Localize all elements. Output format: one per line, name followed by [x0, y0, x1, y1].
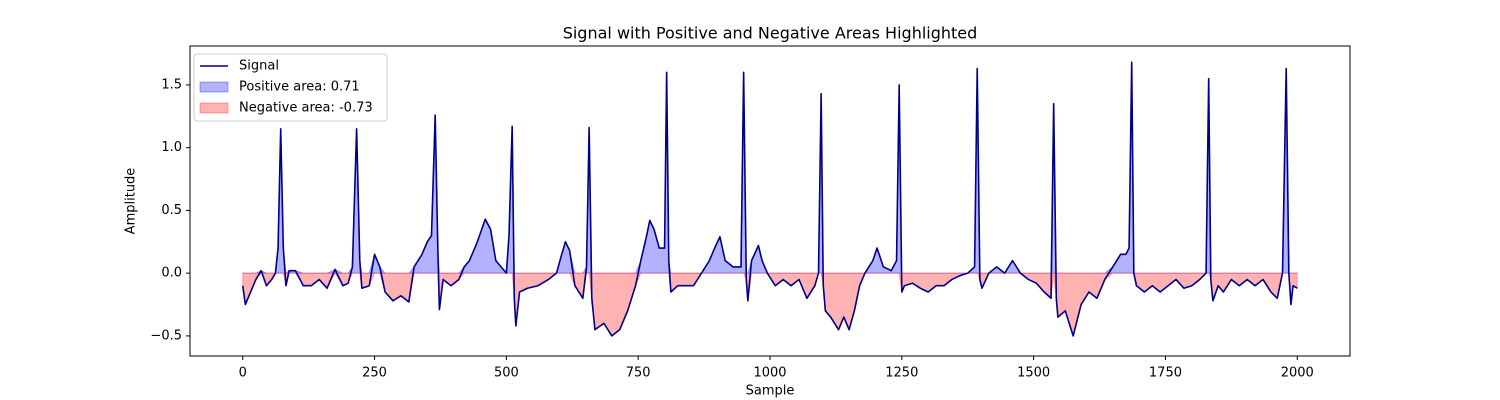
area-fill	[242, 62, 1298, 275]
legend-swatch	[199, 81, 229, 93]
x-tick-label: 1250	[885, 366, 918, 381]
x-tick-label: 0	[239, 366, 247, 381]
chart-title: Signal with Positive and Negative Areas …	[563, 24, 978, 43]
x-tick-label: 1000	[753, 366, 786, 381]
legend-label: Negative area: -0.73	[239, 101, 373, 116]
x-tick-label: 2000	[1281, 366, 1314, 381]
legend-label: Positive area: 0.71	[239, 80, 360, 95]
signal-line	[241, 61, 1298, 337]
legend-box	[193, 53, 388, 122]
legend-label: Signal	[239, 59, 279, 74]
plot-area	[241, 61, 1298, 338]
x-tick-label: 500	[494, 366, 519, 381]
x-tick-label: 1500	[1017, 366, 1050, 381]
x-tick-label: 750	[626, 366, 651, 381]
y-tick-label: −0.5	[150, 328, 182, 343]
y-tick-label: 1.0	[161, 140, 182, 155]
x-tick-label: 1750	[1149, 366, 1182, 381]
x-tick-label: 250	[362, 366, 387, 381]
y-tick-label: 0.5	[161, 203, 182, 218]
y-tick-label: 0.0	[161, 266, 182, 281]
legend-swatch	[199, 102, 229, 114]
y-axis-label: Amplitude	[124, 168, 139, 235]
area-fill	[242, 272, 1298, 338]
x-axis-label: Sample	[746, 384, 795, 399]
y-tick-label: 1.5	[161, 77, 182, 92]
legend: Signal Positive area: 0.71 Negative area: …	[193, 53, 388, 122]
